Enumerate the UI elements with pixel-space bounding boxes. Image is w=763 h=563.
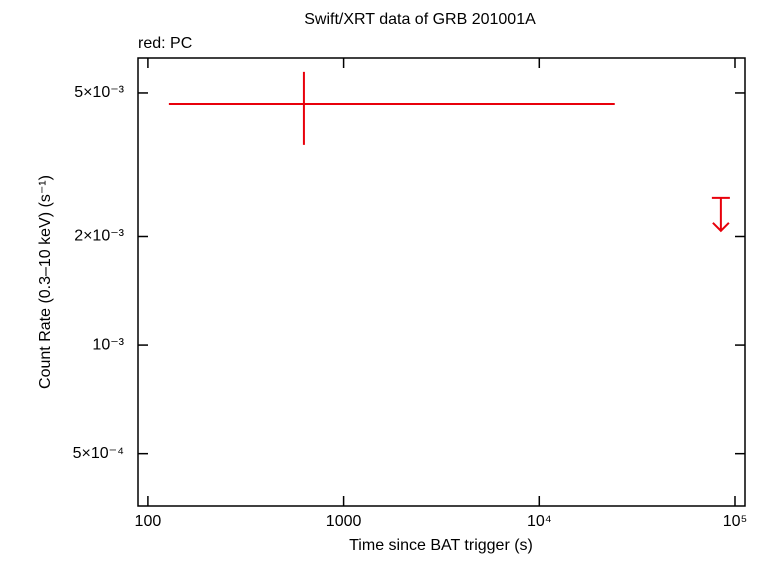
x-axis-label: Time since BAT trigger (s): [349, 537, 533, 554]
y-tick-label: 10⁻³: [92, 336, 124, 353]
x-tick-label: 10⁴: [527, 513, 552, 530]
plot-frame: [137, 57, 746, 507]
y-tick-label: 2×10⁻³: [74, 228, 124, 245]
x-tick-label: 10⁵: [723, 513, 747, 530]
y-tick-label: 5×10⁻³: [74, 84, 124, 101]
y-axis-label: Count Rate (0.3–10 keV) (s⁻¹): [37, 175, 54, 389]
y-tick-label: 5×10⁻⁴: [73, 445, 124, 462]
chart-title: Swift/XRT data of GRB 201001A: [304, 11, 536, 28]
annotation: red: PC: [138, 35, 192, 52]
x-tick-label: 100: [135, 513, 162, 530]
upper-limit: [711, 196, 730, 233]
x-tick-label: 1000: [326, 513, 362, 530]
